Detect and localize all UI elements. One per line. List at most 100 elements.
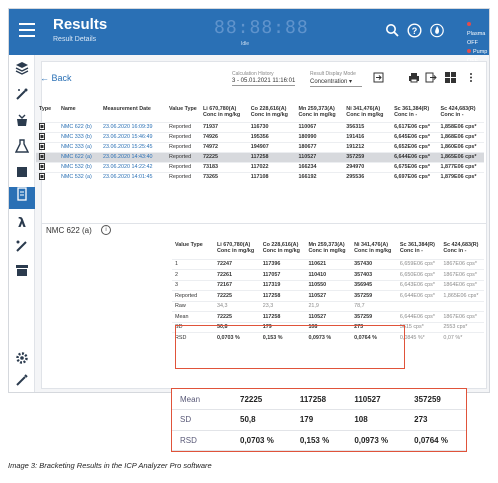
table-cell: 1,865E06 cps*	[437, 151, 484, 162]
print-icon[interactable]	[408, 72, 420, 86]
table-cell: 1864E06 cps*	[440, 279, 484, 291]
table-row[interactable]: NMC 333 (b) 23.06.2020 15:46:49 Reported 74…	[36, 131, 484, 142]
sidebar-beaker-icon[interactable]	[13, 113, 31, 131]
table-cell: 357403	[351, 269, 397, 280]
table-cell: 1867E06 cps*	[440, 269, 484, 280]
column-header[interactable]: Li 670,780(A) Conc in mg/kg	[203, 106, 241, 118]
table-cell: 294970	[343, 161, 392, 172]
table-cell: 117396	[259, 258, 306, 270]
column-header[interactable]: Value Type	[169, 106, 197, 112]
table-cell: 357259	[351, 311, 397, 322]
sidebar-results-icon[interactable]	[9, 187, 35, 209]
table-cell: 23,3	[259, 300, 306, 312]
column-header[interactable]: Sc 361,384(R) Conc in -	[394, 106, 430, 118]
sidebar-layers-icon[interactable]	[13, 61, 31, 79]
table-cell: 0,0973 %	[305, 332, 352, 343]
table-cell: 357259	[343, 151, 392, 162]
table-cell: 0,0764 %	[406, 430, 466, 451]
sample-type-icon	[36, 151, 58, 162]
table-cell: 179	[259, 321, 306, 333]
import-icon[interactable]	[373, 72, 384, 86]
table-row: 1 72247 117396 110621 357430 6,659E06 cps* 186…	[172, 258, 484, 270]
search-icon[interactable]	[384, 23, 399, 38]
history-select[interactable]: 3 - 05.01.2021 11:16:01	[232, 78, 296, 86]
table-cell: Reported	[166, 151, 200, 162]
table-cell: NMC 532 (b)	[58, 161, 100, 172]
display-mode-select[interactable]: Concentration ▾	[310, 78, 362, 87]
column-header[interactable]: Measurement Date	[103, 106, 151, 112]
column-header[interactable]: Type	[39, 106, 52, 112]
column-header[interactable]: Sc 424,683(R) Conc in -	[440, 106, 476, 118]
info-icon[interactable]: i	[101, 225, 111, 235]
column-header[interactable]: Name	[61, 106, 76, 112]
table-cell: 72225	[214, 311, 260, 322]
table-cell: 23.06.2020 15:46:49	[100, 131, 166, 142]
zoom-table: Mean 72225 117258 110527 357259 SD 50,8 179 108 2…	[172, 389, 466, 451]
table-row: 3 72167 117319 110550 356945 6,643E06 cps* 186…	[172, 279, 484, 291]
table-row: RSD 0,0703 % 0,153 % 0,0973 % 0,0764 %	[172, 430, 466, 451]
table-cell: 356315	[343, 121, 392, 132]
table-row: Reported 72225 117258 110527 357259 6,644E06 …	[172, 290, 484, 301]
sidebar-tools-icon[interactable]	[13, 239, 31, 257]
table-cell: 117258	[259, 311, 306, 322]
highlight-box	[175, 325, 405, 369]
table-cell: Reported	[166, 121, 200, 132]
table-cell: 73183	[200, 161, 248, 172]
table-cell: 1,877E06 cps*	[437, 161, 484, 172]
sidebar-sample-icon[interactable]	[13, 165, 31, 183]
sidebar-lambda-icon[interactable]: λ	[13, 215, 31, 233]
help-icon[interactable]: ?	[407, 23, 422, 38]
column-header[interactable]: Co 228,616(A) Conc in mg/kg	[250, 106, 288, 118]
display-mode-label: Result Display Mode	[310, 71, 356, 77]
table-row: Raw 34,3 23,3 21,9 78,7	[172, 300, 484, 312]
table-cell: 6,617E06 cps*	[391, 121, 438, 132]
edit-icon[interactable]	[13, 373, 31, 391]
table-cell: 110067	[295, 121, 344, 132]
table-cell: 356945	[351, 279, 397, 291]
table-cell: 6,644E06 cps*	[391, 151, 438, 162]
table-cell: 23.06.2020 14:22:42	[100, 161, 166, 172]
table-row[interactable]: NMC 622 (b) 23.06.2020 16:09:39 Reported 71…	[36, 121, 484, 132]
table-cell: NMC 532 (a)	[58, 171, 100, 182]
table-row[interactable]: NMC 622 (a) 23.06.2020 14:43:40 Reported 72…	[36, 151, 484, 162]
column-header[interactable]: Mn 259,373(A) Conc in mg/kg	[298, 106, 336, 118]
table-row[interactable]: NMC 333 (a) 23.06.2020 15:25:45 Reported 74…	[36, 141, 484, 152]
instrument-status: Plasma OFF Pump OFF	[467, 21, 489, 66]
table-cell: NMC 622 (b)	[58, 121, 100, 132]
table-cell: 110410	[305, 269, 352, 280]
table-row[interactable]: NMC 532 (b) 23.06.2020 14:22:42 Reported 73…	[36, 161, 484, 172]
detail-title: NMC 622 (a)	[46, 226, 92, 235]
table-cell	[440, 300, 484, 312]
grid-icon[interactable]	[445, 72, 456, 86]
column-header[interactable]: Ni 341,476(A) Conc in mg/kg	[346, 106, 384, 118]
table-row[interactable]: NMC 532 (a) 23.06.2020 14:01:45 Reported 73…	[36, 171, 484, 182]
sidebar-wand-icon[interactable]	[13, 87, 31, 105]
table-cell: 74972	[200, 141, 248, 152]
table-cell: 357259	[351, 290, 397, 301]
export-icon[interactable]	[425, 72, 437, 86]
settings-icon[interactable]	[13, 351, 31, 369]
column-header: Sc 361,384(R) Conc in -	[399, 242, 435, 254]
sidebar-archive-icon[interactable]	[13, 263, 31, 281]
table-cell: 110527	[295, 151, 344, 162]
table-cell: 74926	[200, 131, 248, 142]
table-cell: 357259	[406, 389, 466, 410]
table-cell: 0,0845 %*	[396, 332, 441, 343]
column-header: Mn 259,373(A) Conc in mg/kg	[308, 242, 346, 254]
flame-icon[interactable]	[429, 23, 444, 38]
column-header: Co 228,616(A) Conc in mg/kg	[262, 242, 300, 254]
more-icon[interactable]	[469, 72, 473, 86]
table-cell: 117258	[291, 389, 347, 410]
table-cell: 23.06.2020 14:01:45	[100, 171, 166, 182]
table-cell: 72247	[214, 258, 260, 270]
back-button[interactable]: ← Back	[40, 73, 72, 83]
column-header: Ni 341,476(A) Conc in mg/kg	[354, 242, 392, 254]
table-cell: 1867E06 cps*	[440, 258, 484, 270]
table-cell: 273	[406, 409, 466, 431]
menu-icon[interactable]	[19, 23, 35, 37]
sample-type-icon	[36, 121, 58, 132]
table-cell: 108	[305, 321, 352, 333]
table-cell: NMC 622 (a)	[58, 151, 100, 162]
sidebar-flask-icon[interactable]	[13, 139, 31, 157]
table-cell: 1,868E06 cps*	[437, 131, 484, 142]
